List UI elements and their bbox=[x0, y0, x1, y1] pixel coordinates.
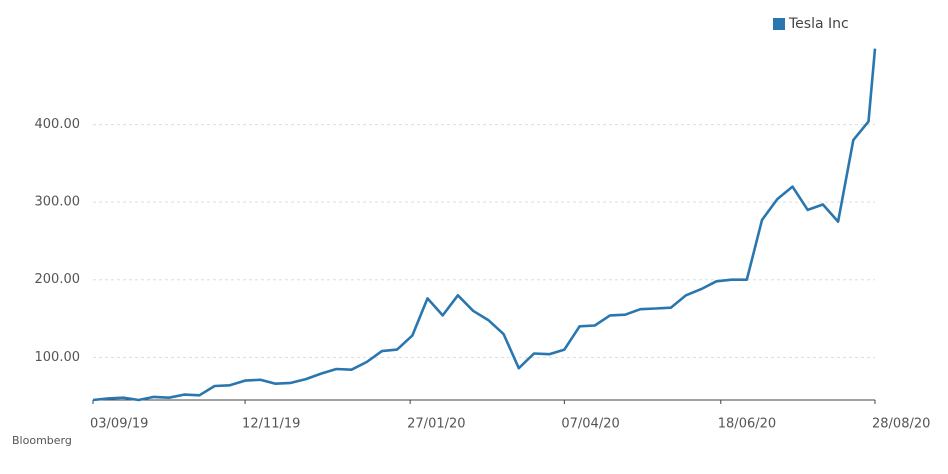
x-tick-label: 07/04/20 bbox=[561, 417, 619, 432]
y-tick-label: 300.00 bbox=[35, 195, 81, 210]
x-tick-label: 12/11/19 bbox=[242, 417, 300, 432]
x-tick-label: 18/06/20 bbox=[718, 417, 776, 432]
y-tick-label: 200.00 bbox=[35, 272, 81, 287]
price-line bbox=[92, 48, 877, 402]
y-tick-label: 400.00 bbox=[35, 117, 81, 132]
x-tick-label: 28/08/20 bbox=[872, 417, 930, 432]
y-tick-label: 100.00 bbox=[35, 350, 81, 365]
x-tick-label: 27/01/20 bbox=[407, 417, 465, 432]
legend-swatch bbox=[773, 18, 785, 30]
source: Bloomberg bbox=[12, 434, 72, 447]
legend-label: Tesla Inc bbox=[788, 16, 849, 32]
x-tick-label: 03/09/19 bbox=[90, 417, 148, 432]
